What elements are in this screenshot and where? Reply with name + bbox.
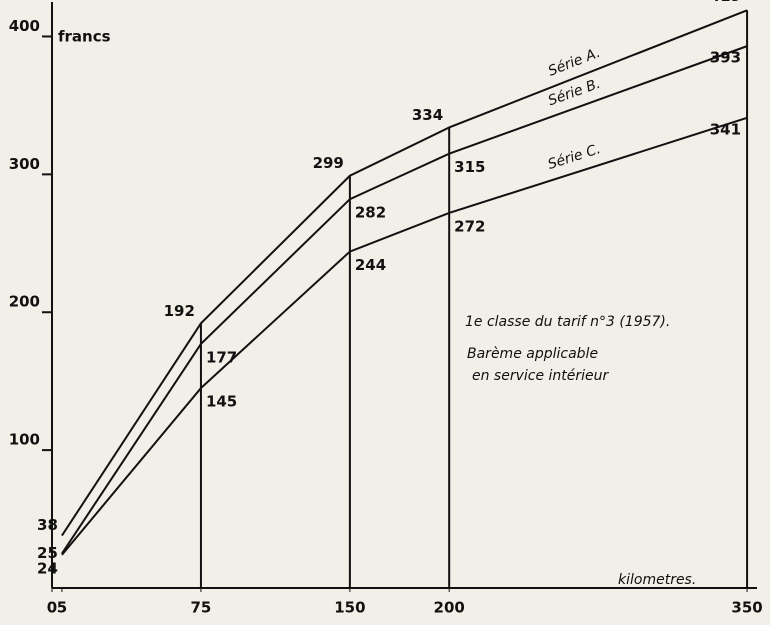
data-label: 145 [206,393,237,411]
data-label: 299 [313,154,344,172]
data-label: 192 [164,302,195,320]
x-tick-label: 0 [47,599,57,617]
data-label: 393 [710,49,741,67]
data-label: 315 [454,158,485,176]
x-tick-label: 75 [191,599,212,617]
data-label: 272 [454,217,485,235]
x-tick-label: 200 [434,599,465,617]
data-label: 38 [37,516,58,534]
annotation: 1e classe du tarif n°3 (1957). [465,314,670,330]
series-line [61,116,748,556]
series-line [61,45,748,555]
data-label: 244 [355,256,386,274]
data-label: 282 [355,204,386,222]
y-tick-label: 100 [9,431,40,449]
x-tick-label: 150 [334,599,365,617]
y-tick-label: 200 [9,293,40,311]
x-tick-label: 5 [57,599,67,617]
series-line [61,9,748,537]
data-label: 341 [710,120,741,138]
y-tick-label: 400 [9,17,40,35]
y-axis-label: francs [58,28,111,46]
y-tick-label: 300 [9,155,40,173]
data-label: 334 [412,106,443,124]
data-label: 24 [37,559,58,577]
data-label: 177 [206,348,237,366]
annotation: Barème applicable [467,346,598,362]
data-label: 25 [37,544,58,562]
annotation: en service intérieur [472,368,610,384]
x-tick-label: 350 [731,599,762,617]
data-label: 419 [710,0,741,5]
x-axis-label: kilometres. [618,572,696,588]
